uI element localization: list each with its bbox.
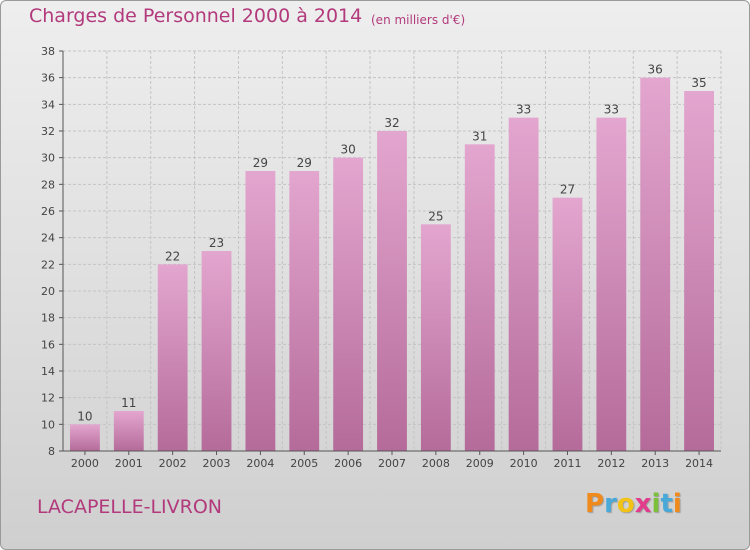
bar-2009 [464, 144, 495, 452]
bar-2005 [289, 171, 320, 451]
x-tick-label: 2001 [115, 457, 143, 470]
y-tick-label: 16 [41, 338, 55, 351]
y-tick-label: 30 [41, 152, 55, 165]
y-tick-label: 12 [41, 392, 55, 405]
y-tick-label: 18 [41, 312, 55, 325]
x-tick-label: 2008 [422, 457, 450, 470]
x-tick-label: 2007 [378, 457, 406, 470]
data-label: 29 [253, 156, 268, 170]
data-label: 30 [340, 143, 355, 157]
y-tick-label: 36 [41, 72, 55, 85]
bar-2006 [333, 157, 364, 451]
bar-2012 [596, 117, 627, 452]
x-tick-label: 2009 [466, 457, 494, 470]
bar-2000 [70, 424, 100, 451]
logo-letter: t [660, 489, 673, 519]
data-label: 11 [121, 396, 136, 410]
chart-title: Charges de Personnel 2000 à 2014 [29, 5, 363, 27]
data-label: 31 [472, 129, 487, 143]
data-label: 10 [77, 409, 92, 423]
y-tick-label: 38 [41, 45, 55, 58]
x-tick-label: 2014 [685, 457, 713, 470]
data-label: 36 [648, 63, 663, 77]
x-tick-label: 2012 [597, 457, 625, 470]
data-label: 29 [297, 156, 312, 170]
x-tick-label: 2000 [71, 457, 99, 470]
y-tick-label: 14 [41, 365, 55, 378]
logo-letter: P [585, 489, 605, 519]
proxiti-logo[interactable]: Proxiti [585, 489, 682, 519]
bar-2003 [201, 251, 232, 451]
x-tick-label: 2011 [553, 457, 581, 470]
y-tick-label: 34 [41, 98, 55, 111]
data-label: 33 [604, 103, 619, 117]
bar-2014 [684, 91, 714, 451]
data-label: 27 [560, 183, 575, 197]
bar-2002 [157, 264, 188, 451]
bars: 10 11 22 23 29 29 30 32 25 31 33 27 33 36 35 [70, 63, 714, 452]
bar-2001 [113, 411, 144, 451]
chart-unit-subtitle: (en milliers d'€) [371, 13, 466, 27]
x-tick-label: 2006 [334, 457, 362, 470]
y-tick-label: 24 [41, 232, 55, 245]
bar-2004 [245, 171, 276, 451]
x-tick-label: 2004 [246, 457, 274, 470]
x-tick-label: 2002 [159, 457, 187, 470]
x-tick-label: 2003 [203, 457, 231, 470]
data-label: 33 [516, 103, 531, 117]
data-label: 32 [384, 116, 399, 130]
logo-letter: r [604, 489, 617, 519]
x-tick-label: 2013 [641, 457, 669, 470]
bar-2008 [420, 224, 451, 451]
bar-2010 [508, 117, 539, 452]
data-label: 25 [428, 209, 443, 223]
bar-2013 [640, 77, 671, 452]
y-tick-label: 20 [41, 285, 55, 298]
grid-lines [62, 50, 722, 452]
logo-letter: x [634, 489, 652, 519]
axes: 8 10 12 14 16 18 20 22 24 26 28 30 32 34 36 38 2000 2001 2… [41, 45, 721, 470]
y-tick-label: 22 [41, 258, 55, 271]
y-tick-label: 10 [41, 418, 55, 431]
data-label: 35 [691, 76, 706, 90]
logo-letter: i [672, 489, 682, 519]
x-tick-label: 2005 [290, 457, 318, 470]
y-tick-label: 32 [41, 125, 55, 138]
place-name: LACAPELLE-LIVRON [37, 496, 222, 518]
bar-2007 [377, 131, 407, 451]
y-tick-label: 26 [41, 205, 55, 218]
x-tick-label: 2010 [510, 457, 538, 470]
bar-2011 [552, 197, 583, 451]
logo-letter: o [616, 489, 635, 519]
data-label: 23 [209, 236, 224, 250]
data-label: 22 [165, 249, 180, 263]
y-tick-label: 28 [41, 178, 55, 191]
logo-letter: i [651, 489, 661, 519]
y-tick-label: 8 [48, 445, 55, 458]
